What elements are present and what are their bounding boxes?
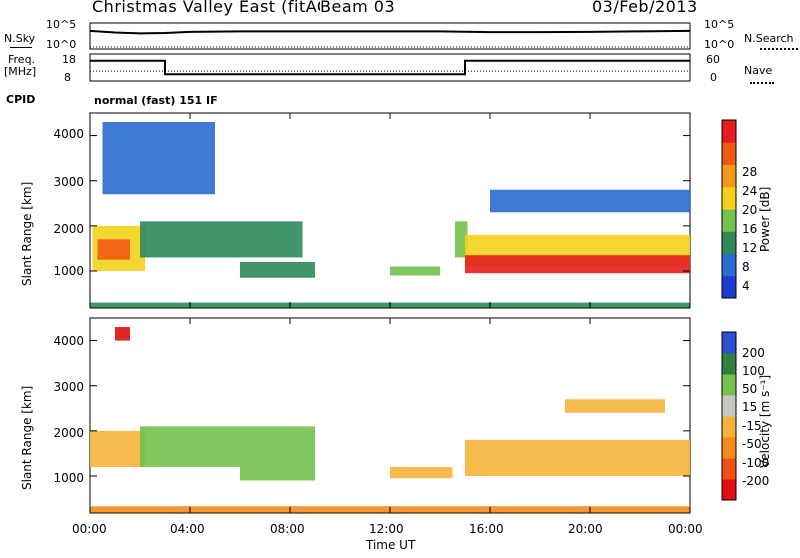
power-cbtick-4: 4 bbox=[742, 279, 750, 293]
power-colorbar-swatch bbox=[722, 209, 736, 232]
velocity-ytick-3000: 3000 bbox=[53, 380, 84, 394]
velocity-colorbar-swatch bbox=[722, 353, 736, 375]
power-region-10 bbox=[490, 189, 690, 213]
nave-tick-low: 0 bbox=[710, 71, 717, 84]
power-cbtick-20: 20 bbox=[742, 203, 758, 217]
power-cbtick-16: 16 bbox=[742, 222, 758, 236]
freq-unit-label: [MHz] bbox=[4, 65, 37, 78]
velocity-ytick-1000: 1000 bbox=[53, 471, 84, 485]
power-colorbar-swatch bbox=[722, 253, 736, 277]
velocity-y-label: Slant Range [km] bbox=[20, 385, 34, 490]
nave-label: Nave bbox=[744, 64, 773, 77]
velocity-region-4 bbox=[390, 466, 453, 479]
time-tick-1200: 12:00 bbox=[369, 522, 404, 536]
nave-tick-high: 60 bbox=[706, 53, 720, 66]
velocity-cbtick-neg50: -50 bbox=[742, 437, 762, 451]
velocity-region-3 bbox=[240, 466, 315, 481]
velocity-colorbar-swatch bbox=[722, 479, 736, 501]
power-colorbar-swatch bbox=[722, 164, 736, 188]
velocity-cbtick-neg100: -100 bbox=[742, 456, 770, 470]
freq-tick-low: 8 bbox=[64, 71, 71, 84]
power-region-9 bbox=[465, 255, 690, 274]
power-cbtick-24: 24 bbox=[742, 184, 758, 198]
nsearch-label: N.Search bbox=[744, 32, 794, 45]
freq-tick-high: 18 bbox=[62, 53, 76, 66]
power-region-5 bbox=[102, 122, 215, 195]
velocity-ytick-2000: 2000 bbox=[53, 426, 84, 440]
velocity-cbtick-50: 50 bbox=[742, 382, 758, 396]
power-colorbar-label: Power [dB] bbox=[758, 186, 772, 252]
freq-panel-frame bbox=[89, 53, 691, 82]
power-cbtick-8: 8 bbox=[742, 260, 750, 274]
nsearch-legend-line bbox=[760, 48, 798, 50]
power-region-7 bbox=[455, 221, 468, 258]
velocity-region-7 bbox=[565, 399, 665, 413]
power-region-3 bbox=[140, 221, 303, 258]
velocity-colorbar-swatch bbox=[722, 395, 736, 417]
noise-panel-frame bbox=[89, 22, 691, 50]
velocity-ytick-4000: 4000 bbox=[53, 334, 84, 348]
velocity-cbtick-100: 100 bbox=[742, 364, 765, 378]
velocity-cbtick-neg15: -15 bbox=[742, 419, 762, 433]
time-tick-2000: 20:00 bbox=[568, 522, 603, 536]
velocity-panel-frame bbox=[89, 317, 691, 514]
velocity-region-6 bbox=[115, 327, 130, 341]
velocity-region-2 bbox=[140, 426, 315, 467]
velocity-cbtick-neg200: -200 bbox=[742, 474, 770, 488]
power-region-2 bbox=[97, 239, 130, 260]
velocity-colorbar-swatch bbox=[722, 458, 736, 480]
power-colorbar-swatch bbox=[722, 120, 736, 143]
power-region-6 bbox=[390, 266, 440, 276]
time-tick-0400: 04:00 bbox=[170, 522, 205, 536]
nsky-legend-line bbox=[10, 47, 32, 48]
time-axis-label: Time UT bbox=[366, 538, 416, 552]
velocity-colorbar-swatch bbox=[722, 437, 736, 459]
velocity-colorbar-frame bbox=[721, 331, 737, 501]
power-colorbar-frame bbox=[721, 119, 737, 299]
power-y-label: Slant Range [km] bbox=[20, 181, 34, 286]
power-cbtick-12: 12 bbox=[742, 241, 758, 255]
date-label: 03/Feb/2013 bbox=[592, 0, 698, 16]
power-colorbar-swatch bbox=[722, 231, 736, 254]
power-region-4 bbox=[240, 261, 315, 278]
plot-title: Christmas Valley East (fitACF) bbox=[92, 0, 346, 16]
freq-label: Freq. bbox=[8, 53, 36, 66]
velocity-cbtick-15: 15 bbox=[742, 400, 758, 414]
power-ytick-1000: 1000 bbox=[53, 264, 84, 278]
time-tick-0000: 00:00 bbox=[72, 522, 107, 536]
velocity-colorbar-swatch bbox=[722, 332, 736, 354]
power-colorbar-swatch bbox=[722, 275, 736, 299]
power-ytick-3000: 3000 bbox=[53, 175, 84, 189]
velocity-region-5 bbox=[465, 439, 690, 476]
power-colorbar-swatch bbox=[722, 186, 736, 210]
velocity-colorbar-swatch bbox=[722, 374, 736, 396]
power-colorbar-swatch bbox=[722, 142, 736, 165]
beam-label: Beam 03 bbox=[320, 0, 396, 16]
cpid-label: CPID bbox=[6, 93, 36, 106]
nsky-label: N.Sky bbox=[4, 32, 36, 45]
power-cbtick-28: 28 bbox=[742, 165, 758, 179]
time-tick-1600: 16:00 bbox=[469, 522, 504, 536]
noise-tick-low-right: 10^0 bbox=[704, 38, 735, 51]
noise-tick-high-right: 10^5 bbox=[704, 18, 735, 31]
nave-legend-line bbox=[750, 82, 774, 84]
freq-series-line bbox=[90, 59, 690, 76]
noise-tick-high-left: 10^5 bbox=[46, 18, 77, 31]
velocity-cbtick-200: 200 bbox=[742, 346, 765, 360]
noise-tick-low-left: 10^0 bbox=[46, 38, 77, 51]
velocity-colorbar-swatch bbox=[722, 416, 736, 438]
cpid-value: normal (fast) 151 IF bbox=[94, 94, 218, 107]
power-ytick-4000: 4000 bbox=[53, 127, 84, 141]
time-tick-0800: 08:00 bbox=[270, 522, 305, 536]
time-tick-2400: 00:00 bbox=[668, 522, 703, 536]
nsky-series-line bbox=[89, 29, 691, 35]
power-ytick-2000: 2000 bbox=[53, 222, 84, 236]
velocity-region-1 bbox=[90, 430, 145, 467]
